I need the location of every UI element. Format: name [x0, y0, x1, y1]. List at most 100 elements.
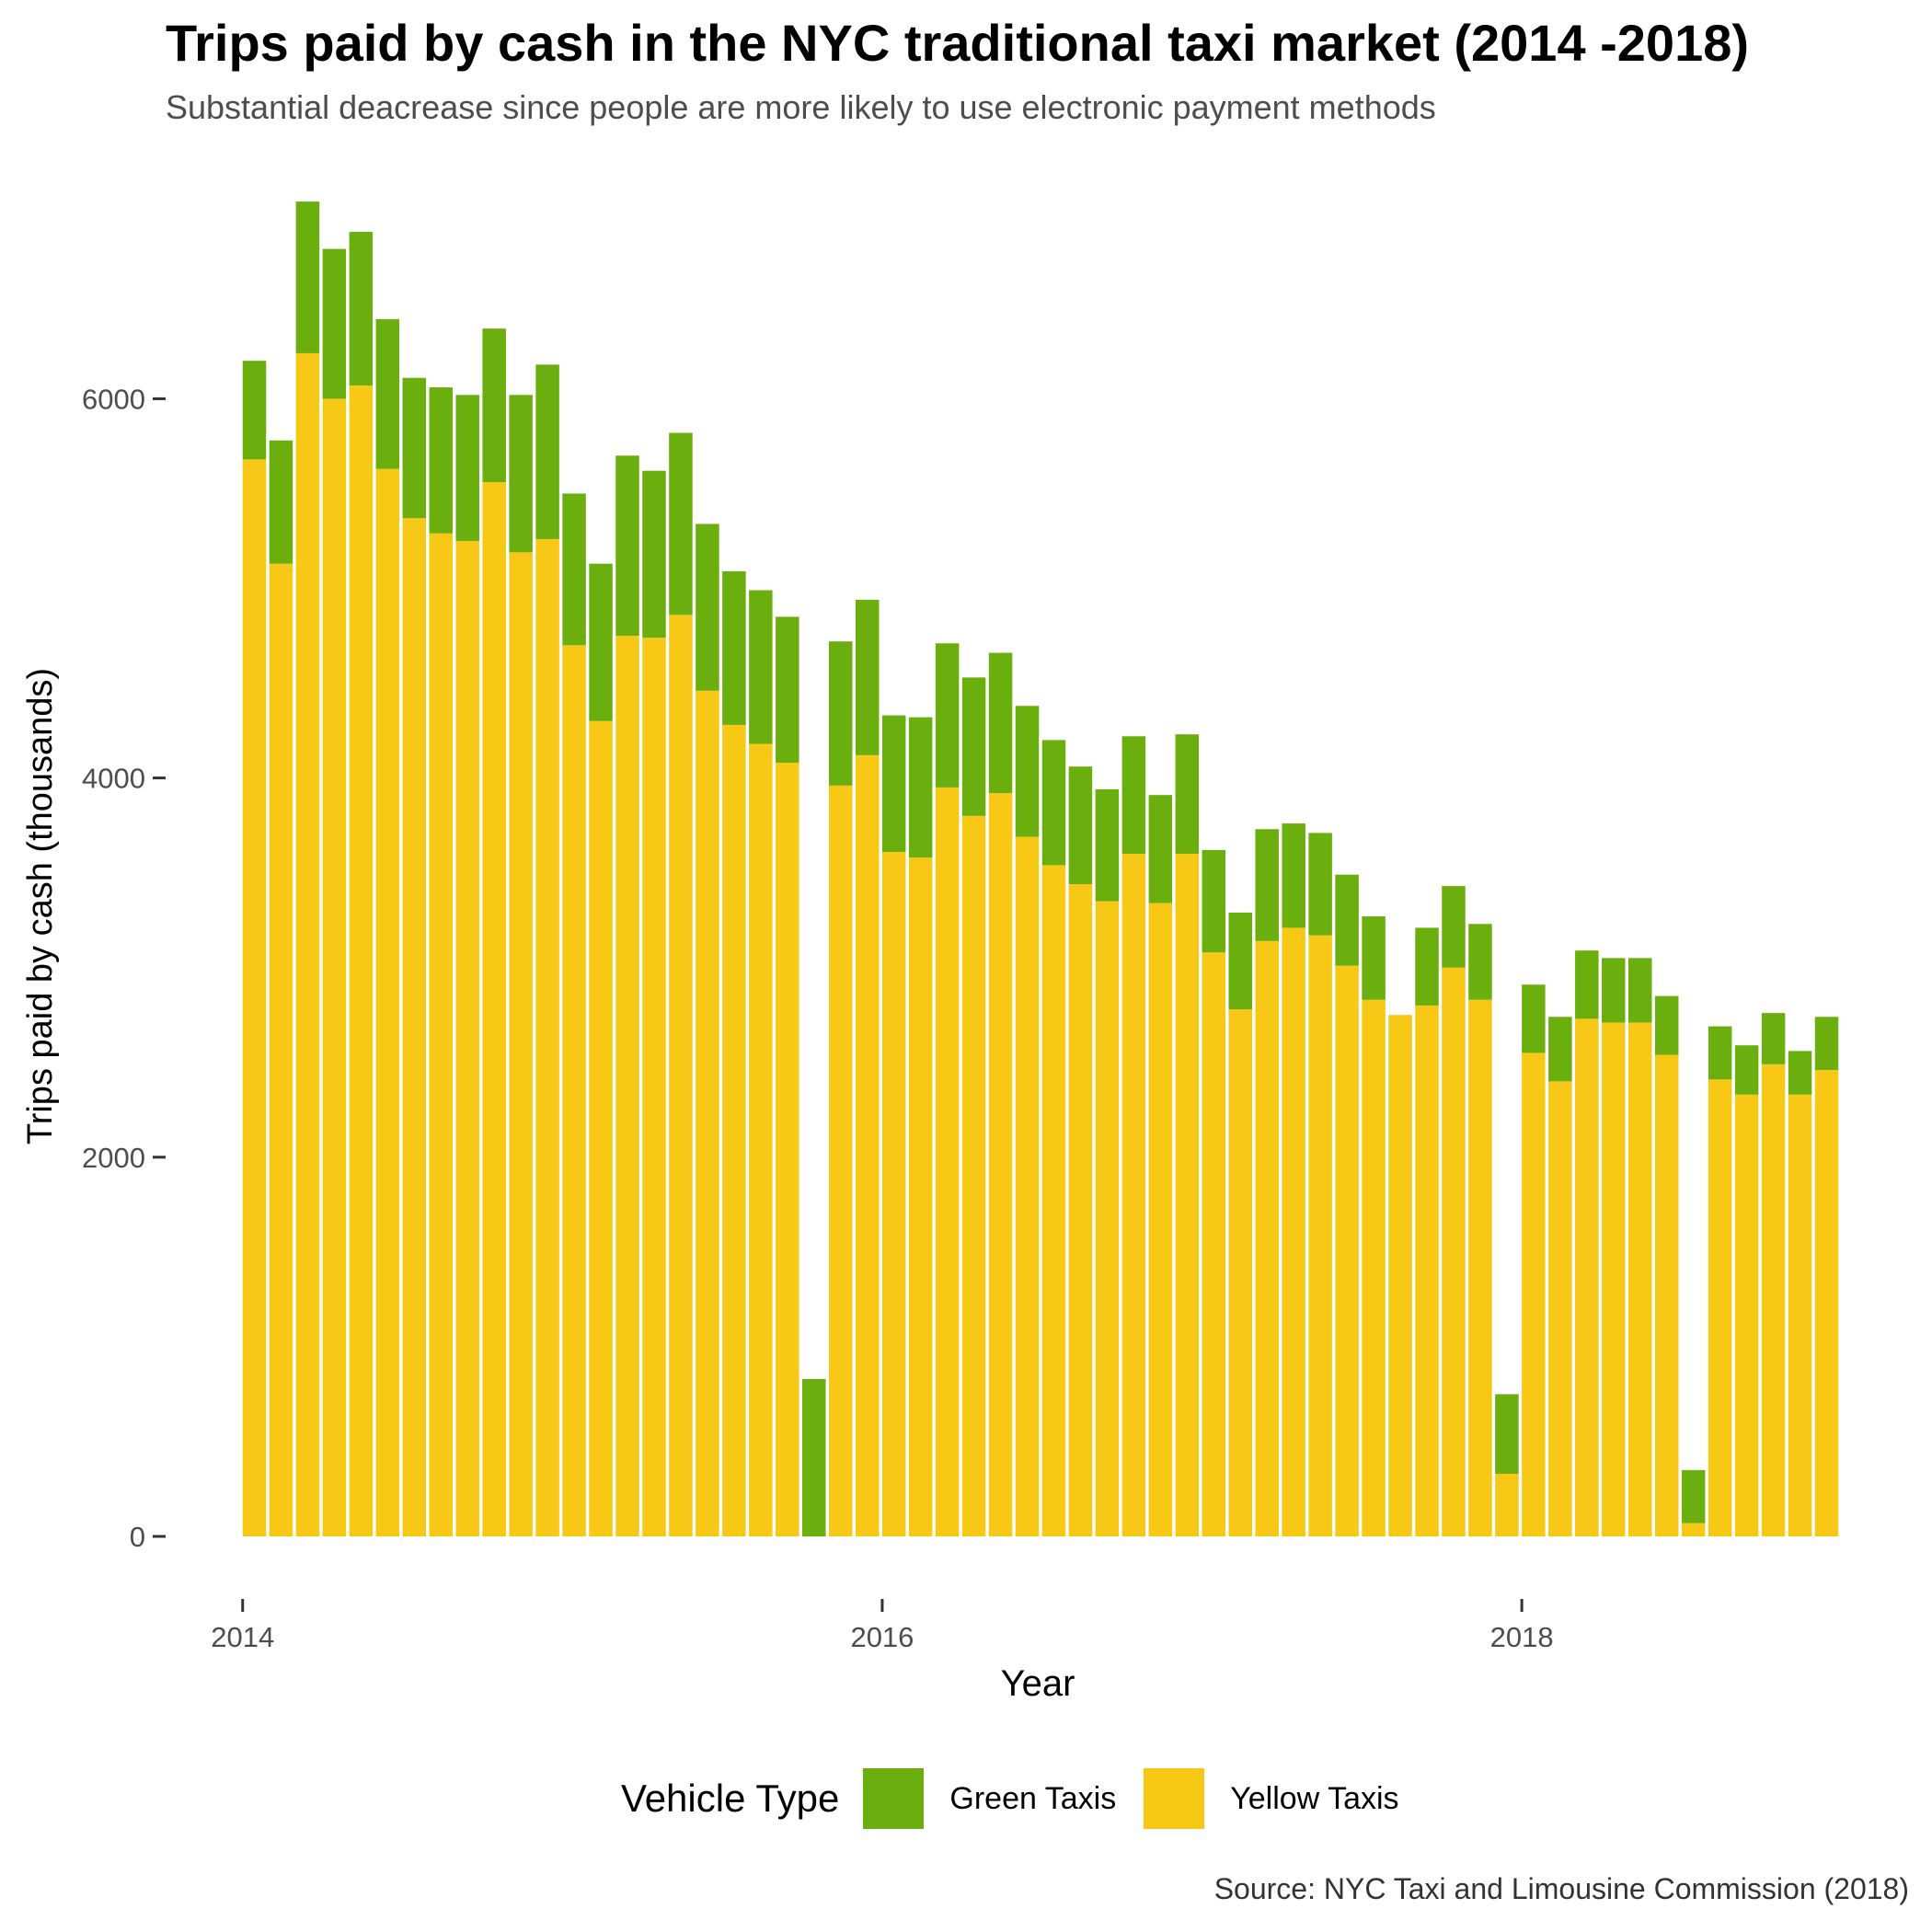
bar-yellow-2015-02: [589, 720, 613, 1536]
bar-green-2017-10: [1442, 886, 1466, 968]
y-tick-label-4000: 4000: [82, 763, 145, 795]
bar-yellow-2015-03: [615, 636, 639, 1536]
bar-green-2017-04: [1282, 823, 1305, 928]
bar-green-2014-06: [375, 318, 400, 469]
bar-yellow-2018-06: [1654, 1054, 1679, 1536]
bar-yellow-2018-11: [1788, 1094, 1812, 1536]
x-tick-label-2018: 2018: [1490, 1621, 1554, 1653]
bar-green-2018-10: [1761, 1013, 1786, 1064]
bar-green-2015-02: [589, 563, 613, 721]
bar-yellow-2018-05: [1628, 1022, 1652, 1536]
bar-yellow-2015-07: [722, 724, 746, 1536]
bar-green-2014-12: [535, 364, 559, 539]
bar-green-2015-01: [562, 493, 586, 646]
bar-yellow-2016-04: [961, 815, 986, 1536]
bar-green-2017-09: [1415, 927, 1439, 1006]
bar-yellow-2015-08: [749, 743, 773, 1536]
bar-green-2018-07: [1681, 1469, 1706, 1524]
bar-yellow-2017-04: [1282, 927, 1305, 1536]
bar-yellow-2015-05: [669, 615, 693, 1536]
bar-green-2016-03: [935, 643, 960, 788]
bar-yellow-2014-05: [349, 385, 374, 1536]
bar-green-2015-12: [855, 599, 880, 755]
x-axis: 2014 2016 2018: [211, 1599, 1554, 1653]
bar-yellow-2016-07: [1041, 865, 1066, 1536]
bar-green-2016-12: [1175, 734, 1200, 855]
chart-subtitle: Substantial deacrease since people are m…: [166, 88, 1436, 126]
bar-green-2016-07: [1041, 740, 1066, 866]
bar-green-2018-02: [1548, 1017, 1572, 1082]
bar-green-2014-02: [269, 440, 293, 564]
bar-green-2017-01: [1202, 849, 1226, 953]
bar-green-2016-02: [908, 717, 933, 858]
bar-yellow-2017-11: [1468, 999, 1492, 1536]
bar-yellow-2016-06: [1015, 836, 1040, 1536]
bar-yellow-2014-07: [402, 518, 427, 1536]
bar-green-2018-11: [1788, 1051, 1812, 1095]
y-tick-label-2000: 2000: [82, 1142, 145, 1174]
bar-green-2018-06: [1654, 995, 1679, 1055]
bar-yellow-2014-08: [429, 533, 453, 1536]
bar-green-2016-05: [988, 652, 1013, 794]
bar-yellow-2015-01: [562, 645, 586, 1536]
bar-green-2014-04: [322, 248, 347, 399]
bar-yellow-2014-11: [509, 552, 533, 1536]
bar-yellow-2018-12: [1814, 1069, 1839, 1536]
bar-yellow-2017-08: [1388, 1015, 1412, 1536]
bar-yellow-2016-05: [988, 793, 1013, 1536]
bar-green-2014-10: [482, 328, 506, 483]
bar-yellow-2014-12: [535, 538, 559, 1536]
bar-yellow-2018-02: [1548, 1081, 1572, 1536]
bar-yellow-2014-04: [322, 398, 347, 1536]
bar-green-2015-07: [722, 570, 746, 725]
bar-yellow-2017-10: [1442, 967, 1466, 1536]
bar-green-2014-03: [295, 201, 320, 353]
bar-green-2015-05: [669, 432, 693, 615]
bar-yellow-2018-08: [1708, 1079, 1732, 1536]
bar-yellow-2017-06: [1335, 965, 1359, 1536]
bar-yellow-2018-01: [1522, 1052, 1546, 1536]
bar-yellow-2014-10: [482, 482, 506, 1537]
bar-yellow-2017-12: [1495, 1473, 1519, 1536]
bar-green-2014-01: [242, 361, 267, 460]
bar-yellow-2017-01: [1202, 952, 1226, 1536]
legend-title: Vehicle Type: [621, 1777, 840, 1820]
bar-yellow-2016-10: [1121, 854, 1146, 1536]
bar-green-2018-09: [1734, 1045, 1759, 1095]
bar-yellow-2015-12: [855, 754, 880, 1536]
bar-yellow-2016-11: [1148, 903, 1173, 1536]
bar-green-2017-03: [1255, 829, 1279, 941]
bar-green-2015-09: [776, 616, 799, 764]
bar-yellow-2018-10: [1761, 1064, 1786, 1536]
legend-label-yellow: Yellow Taxis: [1230, 1780, 1399, 1816]
bar-green-2015-06: [696, 523, 719, 691]
bar-yellow-2015-06: [696, 690, 719, 1536]
bar-green-2014-08: [429, 387, 453, 534]
y-axis: 0 2000 4000 6000: [82, 383, 166, 1553]
bar-yellow-2016-01: [881, 851, 906, 1536]
y-tick-label-0: 0: [130, 1521, 145, 1553]
bar-green-2016-10: [1121, 736, 1146, 855]
bar-green-2014-11: [509, 395, 533, 553]
bar-green-2018-05: [1628, 958, 1652, 1023]
chart-title: Trips paid by cash in the NYC traditiona…: [166, 14, 1750, 72]
legend-key-yellow: [1144, 1768, 1205, 1829]
bar-yellow-2016-08: [1068, 884, 1093, 1536]
bar-green-2014-05: [349, 232, 374, 385]
bar-green-2018-01: [1522, 984, 1546, 1053]
bar-yellow-2016-02: [908, 857, 933, 1536]
x-axis-label: Year: [1001, 1663, 1075, 1704]
bar-green-2016-04: [961, 677, 986, 816]
legend-key-green: [863, 1768, 925, 1829]
bar-yellow-2014-06: [375, 468, 400, 1536]
bar-yellow-2018-03: [1575, 1018, 1599, 1536]
bar-yellow-2014-01: [242, 459, 267, 1537]
bar-yellow-2015-11: [829, 785, 853, 1536]
bar-yellow-2014-03: [295, 352, 320, 1536]
bar-yellow-2017-02: [1228, 1009, 1252, 1536]
bar-yellow-2018-07: [1681, 1523, 1706, 1536]
x-tick-label-2014: 2014: [211, 1621, 274, 1653]
bars-group: [242, 201, 1839, 1537]
bar-yellow-2014-02: [269, 563, 293, 1536]
